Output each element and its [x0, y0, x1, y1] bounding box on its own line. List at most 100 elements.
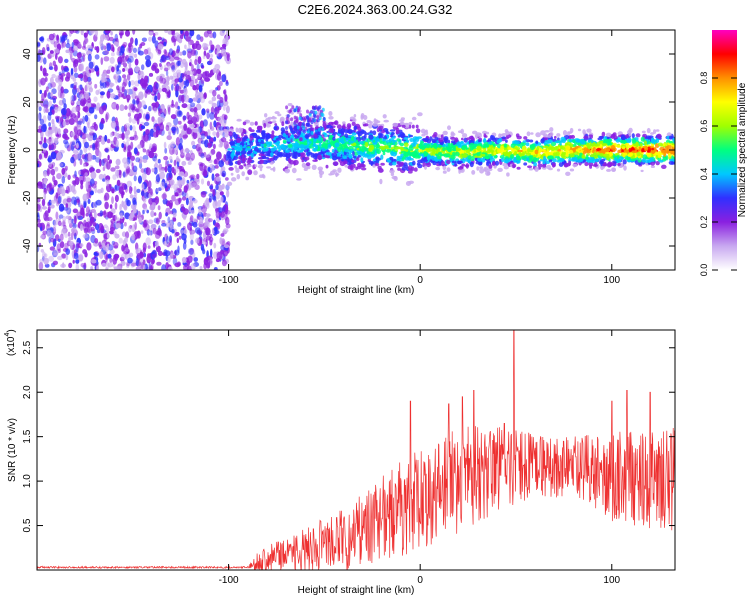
noise-pixel — [111, 196, 114, 205]
noise-pixel — [181, 256, 187, 264]
noise-pixel — [98, 251, 104, 260]
noise-pixel — [121, 81, 127, 88]
signal-pixel — [266, 135, 271, 139]
signal-pixel — [458, 145, 462, 148]
signal-pixel — [383, 119, 390, 123]
noise-pixel — [65, 254, 69, 261]
signal-pixel — [409, 144, 413, 149]
noise-pixel — [119, 212, 123, 218]
noise-pixel — [155, 174, 161, 183]
signal-pixel — [454, 151, 460, 157]
noise-pixel — [225, 30, 229, 36]
noise-pixel — [195, 237, 200, 244]
noise-pixel — [126, 180, 133, 188]
signal-pixel — [246, 147, 251, 151]
signal-pixel — [509, 154, 515, 159]
noise-pixel — [191, 140, 196, 146]
signal-pixel — [293, 147, 298, 152]
noise-pixel — [168, 131, 171, 136]
signal-pixel — [505, 130, 510, 136]
noise-pixel — [42, 67, 47, 76]
burst-pixel — [308, 112, 312, 117]
signal-pixel — [318, 168, 322, 173]
signal-pixel — [565, 152, 569, 158]
signal-pixel — [612, 155, 617, 158]
noise-pixel — [45, 108, 49, 113]
noise-pixel — [182, 171, 189, 178]
noise-pixel — [157, 205, 161, 211]
x-tick-label: 0 — [417, 575, 423, 586]
x-tick-label: 0 — [417, 275, 423, 286]
signal-pixel — [256, 125, 262, 131]
noise-pixel — [105, 267, 108, 270]
noise-pixel — [221, 259, 227, 267]
colorbar-axis: 0.00.20.40.60.8 — [699, 72, 737, 276]
noise-pixel — [70, 67, 74, 77]
signal-pixel — [658, 151, 662, 156]
noise-pixel — [219, 130, 225, 136]
signal-pixel — [443, 138, 448, 144]
signal-pixel — [380, 162, 385, 166]
noise-pixel — [116, 179, 121, 187]
snr-panel: -100 0 100 0.51.01.52.02.5 Height of strai… — [4, 329, 676, 596]
noise-pixel — [171, 166, 175, 174]
noise-pixel — [73, 252, 78, 260]
signal-pixel — [351, 132, 357, 136]
signal-pixel — [291, 142, 296, 146]
signal-pixel — [403, 137, 409, 140]
noise-pixel — [37, 128, 43, 133]
noise-pixel — [128, 46, 132, 52]
noise-pixel — [223, 140, 229, 150]
noise-pixel — [43, 100, 49, 109]
noise-pixel — [68, 50, 73, 56]
spectrogram-x-label: Height of straight line (km) — [298, 285, 415, 296]
signal-pixel — [229, 140, 235, 146]
signal-pixel — [362, 152, 365, 155]
noise-pixel — [166, 235, 169, 244]
signal-pixel — [661, 149, 666, 154]
signal-pixel — [325, 164, 329, 169]
signal-pixel — [351, 159, 355, 163]
noise-pixel — [70, 83, 74, 89]
noise-pixel — [178, 143, 183, 151]
noise-pixel — [111, 66, 115, 73]
noise-pixel — [207, 142, 213, 147]
noise-pixel — [60, 108, 67, 116]
burst-pixel — [293, 108, 297, 113]
noise-pixel — [72, 77, 77, 82]
signal-pixel — [597, 137, 603, 141]
noise-pixel — [113, 41, 118, 46]
noise-pixel — [207, 129, 211, 137]
signal-pixel — [502, 162, 508, 167]
signal-pixel — [242, 137, 246, 142]
y-tick-label: 40 — [22, 48, 33, 60]
signal-pixel — [330, 170, 336, 176]
noise-pixel — [134, 53, 137, 58]
signal-pixel — [506, 172, 510, 177]
signal-pixel — [322, 122, 327, 127]
noise-pixel — [122, 74, 127, 79]
noise-pixel — [96, 265, 99, 270]
noise-pixel — [152, 62, 158, 69]
noise-pixel — [58, 79, 63, 86]
burst-pixel — [321, 113, 325, 118]
noise-pixel — [206, 52, 210, 60]
noise-pixel — [189, 230, 195, 235]
noise-pixel — [41, 198, 46, 207]
noise-pixel — [146, 89, 152, 95]
signal-pixel — [465, 149, 471, 154]
noise-pixel — [76, 243, 80, 249]
noise-pixel — [126, 263, 130, 268]
noise-pixel — [169, 210, 174, 215]
noise-pixel — [120, 253, 127, 260]
noise-pixel — [192, 131, 198, 140]
signal-pixel — [281, 121, 285, 127]
noise-pixel — [58, 203, 65, 212]
signal-pixel — [641, 147, 645, 152]
y-tick-label: -20 — [22, 190, 33, 205]
noise-pixel — [88, 84, 93, 89]
signal-pixel — [321, 147, 327, 152]
noise-pixel — [223, 114, 228, 121]
noise-pixel — [48, 66, 54, 71]
noise-pixel — [179, 61, 185, 68]
